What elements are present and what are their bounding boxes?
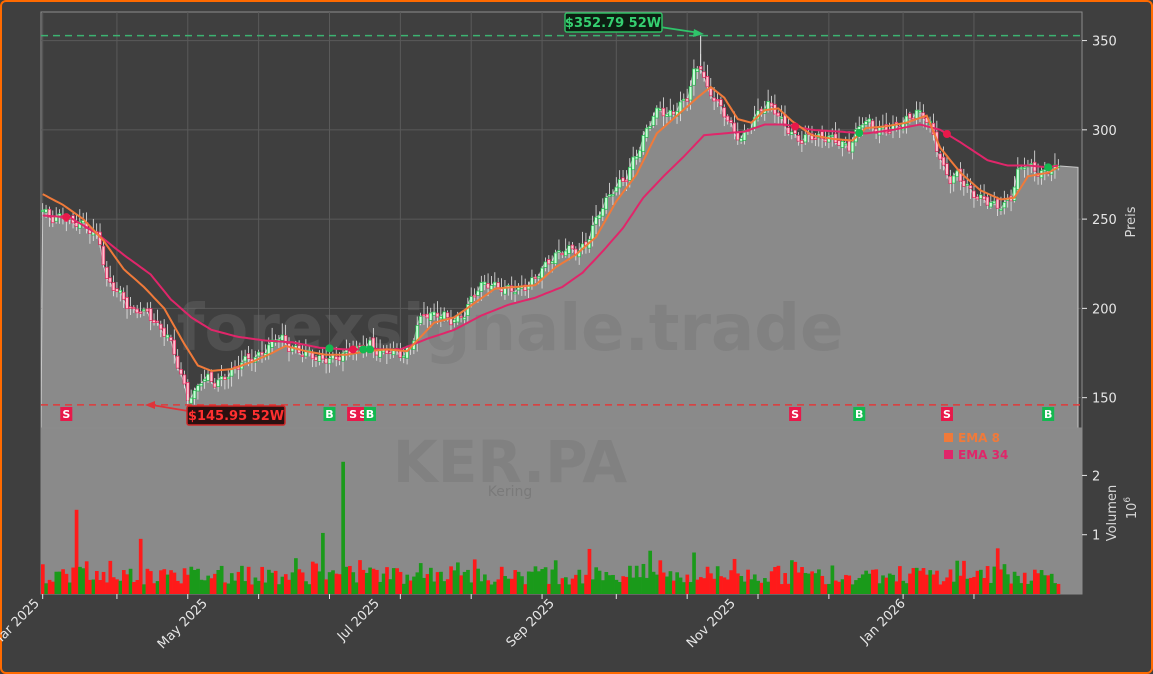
- x-tick-label: Nov 2025: [684, 596, 739, 651]
- legend: EMA 8 EMA 34: [944, 431, 1008, 462]
- svg-text:200: 200: [1092, 302, 1117, 317]
- svg-text:B: B: [855, 408, 863, 421]
- legend-swatch-ema8: [944, 433, 953, 442]
- svg-text:150: 150: [1092, 392, 1117, 407]
- volume-axis-title: Volumen: [1105, 485, 1120, 542]
- x-tick-label: May 2025: [155, 596, 211, 652]
- buy-signal: B: [323, 407, 336, 421]
- svg-text:B: B: [1044, 408, 1052, 421]
- price-axis-title: Preis: [1124, 206, 1139, 237]
- buy-signal: B: [1042, 407, 1055, 421]
- sell-signal: S: [789, 407, 802, 421]
- sell-signal: S: [347, 407, 360, 421]
- svg-text:2: 2: [1092, 469, 1100, 484]
- legend-ema34: EMA 34: [958, 448, 1008, 462]
- date-axis: Mar 2025 May 2025 Jul 2025 Sep 2025 Nov 2025…: [0, 594, 975, 652]
- legend-ema8: EMA 8: [958, 431, 1000, 445]
- svg-text:S: S: [349, 408, 357, 421]
- company-watermark: Kering: [488, 484, 533, 500]
- svg-text:S: S: [62, 408, 70, 421]
- svg-text:250: 250: [1092, 213, 1117, 228]
- sell-signal: S: [940, 407, 953, 421]
- price-axis: 150 200 250 300 350: [1082, 35, 1117, 407]
- x-tick-label: Jan 2026: [857, 596, 909, 648]
- svg-text:S: S: [791, 408, 799, 421]
- x-tick-label: Mar 2025: [0, 596, 43, 650]
- volume-panel: [40, 427, 1083, 595]
- x-tick-label: Jul 2025: [334, 596, 383, 645]
- volume-axis: 12: [1082, 469, 1100, 544]
- volume-axis-scale: 106: [1123, 497, 1140, 520]
- x-tick-label: Sep 2025: [504, 596, 558, 650]
- svg-text:$352.79 52W: $352.79 52W: [565, 16, 661, 31]
- svg-text:S: S: [943, 408, 951, 421]
- sell-signal: S: [60, 407, 73, 421]
- ema-lines: [42, 85, 1059, 372]
- svg-text:1: 1: [1092, 529, 1100, 544]
- volume-bars: [41, 461, 1061, 594]
- svg-text:350: 350: [1092, 35, 1117, 50]
- buy-signal: B: [363, 407, 376, 421]
- high-52w-annotation: $352.79 52W: [564, 12, 704, 37]
- buy-signal: B: [853, 407, 866, 421]
- legend-swatch-ema34: [944, 450, 953, 459]
- svg-text:$145.95 52W: $145.95 52W: [188, 409, 284, 424]
- svg-text:B: B: [366, 408, 374, 421]
- low-52w-annotation: $145.95 52W: [145, 401, 286, 426]
- signal-markers: S B S SB S B S B: [60, 407, 1055, 421]
- svg-text:300: 300: [1092, 124, 1117, 139]
- ticker-watermark: KER.PA: [393, 428, 628, 496]
- svg-text:B: B: [325, 408, 333, 421]
- watermark: forexsignale.trade: [177, 292, 844, 366]
- svg-text:S: S: [359, 408, 367, 421]
